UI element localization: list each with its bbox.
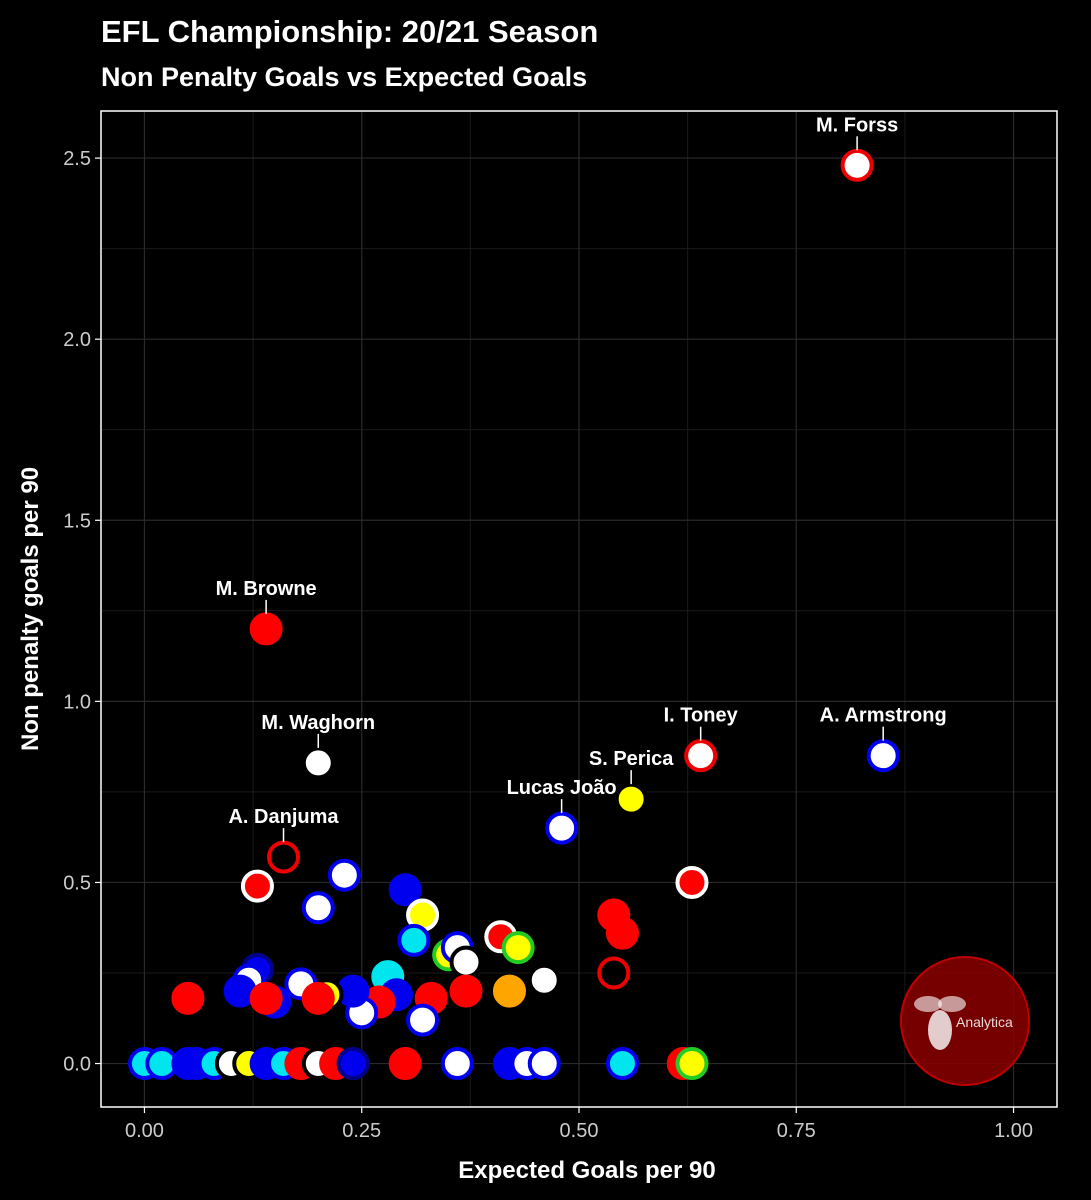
data-point (675, 1047, 709, 1081)
point-label: S. Perica (589, 748, 674, 770)
data-point (388, 1047, 422, 1081)
data-point-labeled (267, 840, 301, 874)
grid-lines (101, 111, 1057, 1107)
data-point-labeled (614, 782, 648, 816)
data-point (440, 1047, 474, 1081)
chart-subtitle: Non Penalty Goals vs Expected Goals (101, 62, 588, 92)
point-label: M. Waghorn (261, 712, 375, 734)
data-point-labeled (301, 746, 335, 780)
data-point-labeled (545, 811, 579, 845)
data-point (449, 974, 483, 1008)
watermark-text: Analytica (956, 1014, 1013, 1030)
data-point (605, 1047, 639, 1081)
data-point (388, 873, 422, 907)
data-point (406, 1003, 440, 1037)
x-axis-label: Expected Goals per 90 (458, 1157, 715, 1184)
data-point (249, 981, 283, 1015)
y-tick-label: 1.0 (63, 691, 91, 713)
analytica-logo: Analytica (900, 956, 1030, 1086)
x-tick-label: 0.25 (342, 1120, 381, 1142)
y-axis-label: Non penalty goals per 90 (17, 467, 44, 751)
data-point (171, 981, 205, 1015)
data-point (501, 931, 535, 965)
data-point (449, 945, 483, 979)
data-point (327, 858, 361, 892)
point-label: A. Armstrong (820, 705, 947, 727)
y-tick-label: 2.5 (63, 148, 91, 170)
bee-icon (928, 1010, 952, 1050)
data-point (397, 923, 431, 957)
plot-border (100, 110, 1058, 1108)
point-label: I. Toney (664, 705, 739, 727)
point-labels: M. Forss M. Browne M. Waghorn A. Danjuma I. … (216, 114, 947, 843)
x-axis: 0.00 0.25 0.50 0.75 1.00 (125, 1107, 1033, 1142)
data-point (675, 865, 709, 899)
y-tick-label: 1.5 (63, 510, 91, 532)
y-tick-label: 0.5 (63, 872, 91, 894)
data-point-labeled (840, 148, 874, 182)
point-label: A. Danjuma (228, 806, 339, 828)
chart-title: EFL Championship: 20/21 Season (101, 14, 599, 49)
point-label: M. Forss (816, 114, 898, 136)
data-point (527, 1047, 561, 1081)
data-point-labeled (249, 612, 283, 646)
data-point-labeled (684, 739, 718, 773)
data-point (605, 916, 639, 950)
x-tick-label: 1.00 (994, 1120, 1033, 1142)
data-point (492, 974, 526, 1008)
data-point (597, 956, 631, 990)
x-tick-label: 0.00 (125, 1120, 164, 1142)
data-point (301, 891, 335, 925)
y-tick-label: 2.0 (63, 329, 91, 351)
point-label: Lucas João (507, 777, 617, 799)
point-label: M. Browne (216, 578, 317, 600)
data-point (527, 963, 561, 997)
data-point (301, 981, 335, 1015)
x-tick-label: 0.50 (560, 1120, 599, 1142)
x-tick-label: 0.75 (777, 1120, 816, 1142)
data-point-labeled (866, 739, 900, 773)
data-point (240, 869, 274, 903)
y-axis: 0.0 0.5 1.0 1.5 2.0 2.5 (63, 148, 101, 1076)
y-tick-label: 0.0 (63, 1054, 91, 1076)
data-point (336, 1047, 370, 1081)
data-points (127, 148, 900, 1081)
